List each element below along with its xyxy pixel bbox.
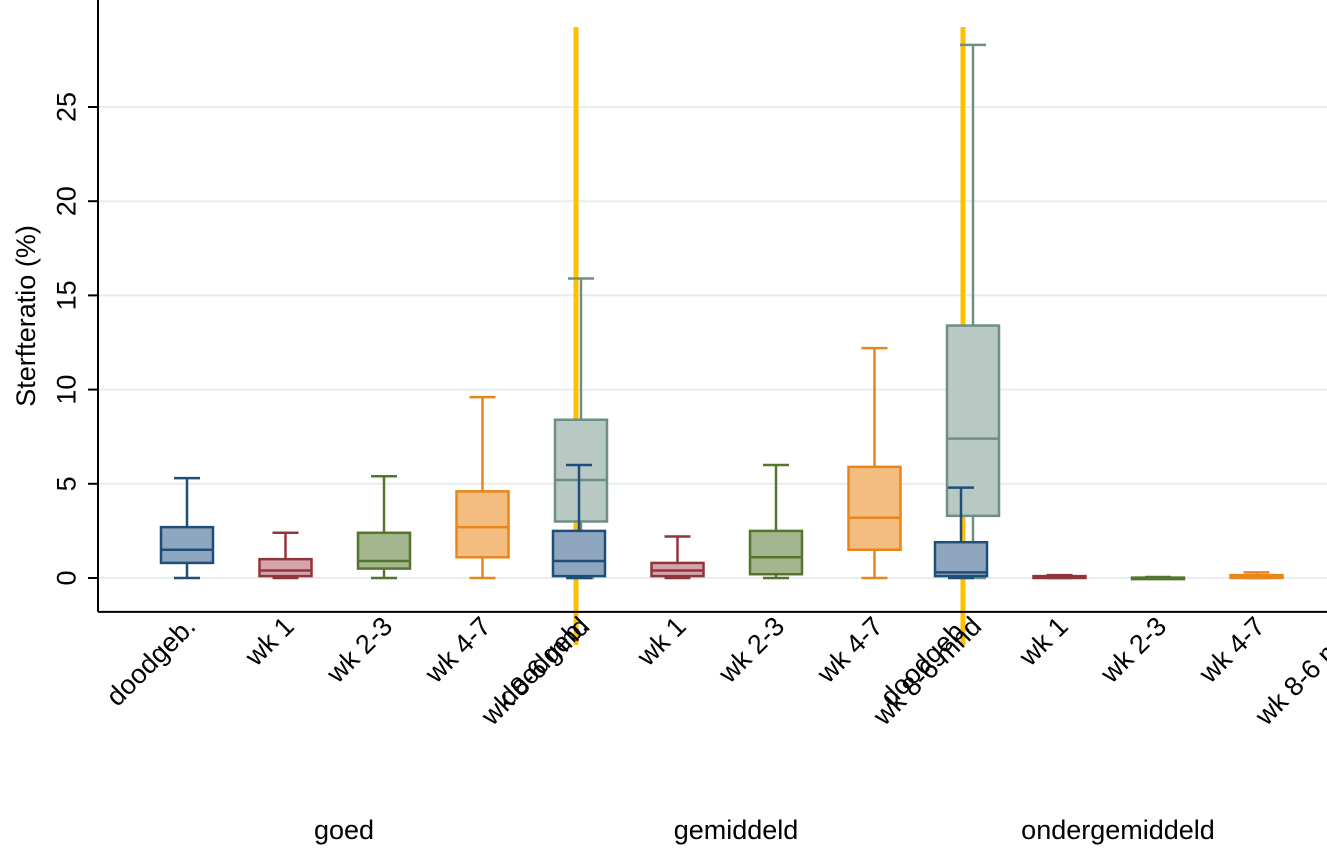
box-goed-wk-4-7	[455, 395, 510, 580]
box-goed-doodgeb-	[159, 476, 215, 580]
group-label-gemiddeld: gemiddeld	[674, 815, 799, 845]
box-gemiddeld-doodgeb-	[551, 463, 607, 580]
box-iqr	[945, 324, 1001, 518]
box-iqr	[258, 557, 313, 578]
group-label-goed: goed	[314, 815, 374, 845]
y-axis-label: Sterfteratio (%)	[11, 225, 41, 407]
box-gemiddeld-wk-8-6-mnd	[945, 43, 1001, 580]
y-tick-label: 20	[51, 186, 81, 216]
box-iqr	[933, 540, 989, 578]
category-tick-label: wk 1	[631, 611, 692, 672]
box-goed-wk-2-3	[356, 475, 412, 580]
category-tick-label: wk 1	[1013, 611, 1074, 672]
labels: 0 5 10 15 20 25 Sterfteratio (%) doodgeb. wk 1 wk…	[11, 92, 1327, 845]
y-tick-label: 15	[51, 280, 81, 310]
box-gemiddeld-wk-1	[650, 535, 705, 580]
box-iqr	[356, 531, 412, 570]
y-tick-label: 0	[51, 570, 81, 585]
box-ondergemiddeld-wk-2-3	[1130, 575, 1186, 581]
box-gemiddeld-wk-2-3	[748, 463, 804, 580]
boxplots	[159, 43, 1284, 581]
category-tick-label: wk 4-7	[1193, 611, 1271, 689]
y-tick-label: 25	[51, 92, 81, 122]
box-iqr	[553, 418, 609, 523]
gridlines	[98, 106, 1327, 579]
category-tick-label: wk 4-7	[811, 611, 889, 689]
box-iqr	[847, 465, 902, 551]
group-label-ondergemiddeld: ondergemiddeld	[1021, 815, 1215, 845]
category-tick-label: wk 4-7	[419, 611, 497, 689]
y-tick-label: 5	[51, 476, 81, 491]
category-tick-label: wk 2-3	[320, 611, 398, 689]
box-iqr	[551, 529, 607, 578]
category-tick-label: doodgeb.	[492, 611, 593, 712]
box-goed-wk-8-6-mnd	[553, 277, 609, 580]
category-tick-label: doodgeb.	[874, 611, 975, 712]
category-tick-label: doodgeb.	[100, 611, 201, 712]
y-tick-label: 10	[51, 375, 81, 405]
box-iqr	[455, 490, 510, 559]
category-tick-label: wk 2-3	[712, 611, 790, 689]
axes	[88, 0, 1327, 613]
box-goed-wk-1	[258, 531, 313, 580]
box-iqr	[159, 525, 215, 565]
category-tick-label: wk 1	[239, 611, 300, 672]
box-ondergemiddeld-doodgeb-	[933, 486, 989, 580]
box-ondergemiddeld-wk-1	[1032, 573, 1087, 580]
box-iqr	[748, 529, 804, 576]
box-gemiddeld-wk-4-7	[847, 346, 902, 580]
category-tick-label: wk 2-3	[1094, 611, 1172, 689]
box-ondergemiddeld-wk-4-7	[1229, 571, 1284, 580]
